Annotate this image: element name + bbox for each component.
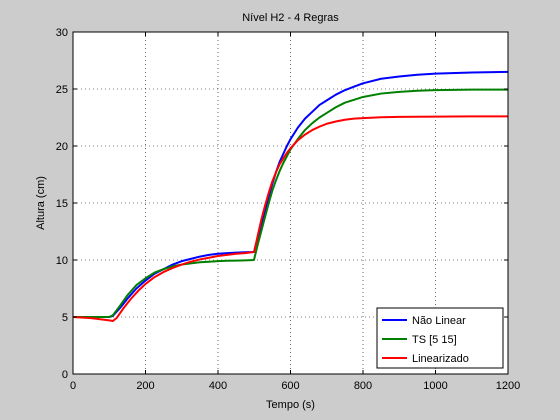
y-tick-label: 0 — [62, 369, 68, 381]
x-tick-label: 400 — [209, 380, 227, 392]
chart-title: Nível H2 - 4 Regras — [242, 12, 339, 24]
legend-label: Linearizado — [412, 353, 469, 365]
x-axis-label: Tempo (s) — [266, 399, 315, 411]
y-tick-label: 25 — [56, 84, 68, 96]
grid — [73, 32, 508, 374]
ticks: 0 200 400 600 800 1000 1200 0 5 10 15 20 25 30 — [56, 27, 520, 392]
x-tick-label: 1000 — [423, 380, 447, 392]
series-line-1 — [73, 88, 508, 318]
series-line-2 — [72, 115, 508, 322]
x-tick-label: 0 — [70, 380, 76, 392]
y-tick-label: 15 — [56, 198, 68, 210]
x-tick-label: 800 — [354, 380, 372, 392]
y-axis-label: Altura (cm) — [35, 176, 47, 230]
legend: Não Linear TS [5 15] Linearizado — [376, 307, 504, 369]
series-group — [72, 70, 509, 322]
x-tick-label: 600 — [281, 380, 299, 392]
y-tick-label: 20 — [56, 141, 68, 153]
x-tick-label: 200 — [136, 380, 154, 392]
y-tick-label: 5 — [62, 312, 68, 324]
legend-label: TS [5 15] — [412, 334, 457, 346]
x-tick-label: 1200 — [496, 380, 520, 392]
legend-label: Não Linear — [412, 315, 466, 327]
y-tick-label: 30 — [56, 27, 68, 39]
y-tick-label: 10 — [56, 255, 68, 267]
